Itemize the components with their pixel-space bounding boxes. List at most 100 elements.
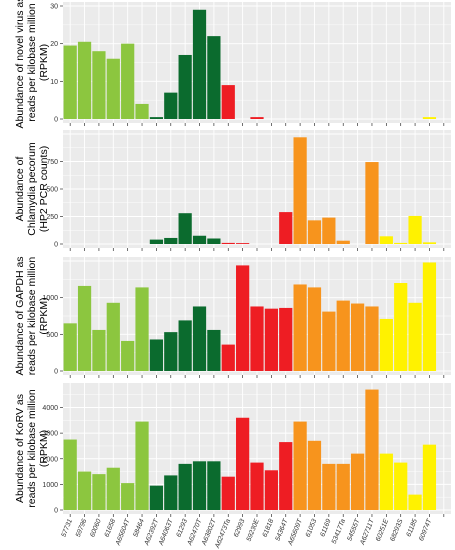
bar-54364T	[279, 212, 293, 244]
bar-60060	[92, 474, 106, 510]
bar-A64063T	[164, 237, 178, 244]
x-tick-label: 53417Ta	[331, 518, 347, 545]
x-tick-label: A62711T	[359, 517, 376, 546]
bar-61658	[106, 302, 120, 371]
bar-54364T	[279, 442, 293, 510]
bar-57731	[63, 45, 77, 119]
bar-A64063T	[164, 92, 178, 119]
y-axis-title: Abundance ofChlamydia pecorum(HP2 PCR co…	[14, 142, 50, 236]
y-tick-label: 500	[46, 332, 58, 339]
y-axis-title-line: (RPKM)	[38, 297, 50, 334]
y-tick-label: 0	[54, 117, 58, 124]
bar-59796	[77, 471, 92, 510]
bar-60251E	[379, 318, 393, 371]
bar-68293S	[394, 462, 408, 510]
bar-61293	[178, 463, 192, 510]
bar-58464	[135, 103, 149, 119]
bar-A62392T	[149, 485, 164, 510]
y-tick-label: 2000	[42, 456, 58, 463]
y-axis-title-line: reads per kilobase million	[26, 3, 38, 122]
bar-A65604T	[121, 340, 135, 371]
bar-A63802T	[207, 329, 221, 371]
y-axis-title: Abundance of KoRV asreads per kilobase m…	[14, 389, 50, 508]
bar-61053	[307, 287, 322, 371]
bar-61658	[106, 58, 120, 119]
bar-A62392T	[149, 239, 164, 244]
x-tick-label: 60974T	[418, 517, 433, 542]
bar-61169	[322, 463, 336, 510]
bar-61053	[307, 220, 322, 244]
bar-61293	[178, 320, 192, 371]
x-tick-label: 59230E	[246, 518, 261, 543]
y-axis-title-line: Abundance of	[14, 157, 26, 222]
bar-53417Ta	[336, 300, 350, 371]
y-axis-title-line: Abundance of GAPDH as	[14, 256, 26, 375]
x-tick-label: 61185	[406, 518, 419, 538]
bar-60251E	[379, 453, 393, 510]
y-tick-label: 0	[54, 508, 58, 515]
y-tick-label: 0	[54, 369, 58, 376]
bar-58464	[135, 287, 149, 371]
bar-61185	[408, 302, 422, 371]
x-tick-label: 60251E	[375, 518, 390, 543]
bar-54364T	[279, 307, 293, 371]
x-tick-label: 58464	[132, 518, 146, 538]
bar-54555T	[350, 453, 365, 510]
x-tick-label: 61818	[262, 518, 276, 538]
bar-59796	[77, 285, 92, 371]
y-axis-title-line: (HP2 PCR counts)	[38, 146, 50, 232]
bar-A62473Ta	[221, 344, 235, 371]
bar-A65604T	[121, 483, 135, 510]
bar-60974T	[422, 242, 437, 244]
y-axis-title-line: reads per kilobase million	[26, 389, 38, 508]
bar-A63802T	[207, 238, 221, 244]
y-axis-title-line: Abundance of KoRV as	[14, 394, 26, 503]
y-tick-label: 1000	[42, 482, 58, 489]
bar-A65609T	[293, 421, 307, 510]
bar-60974T	[422, 262, 437, 371]
bar-57731	[63, 439, 77, 510]
y-tick-label: 3000	[42, 431, 58, 438]
x-tick-label: 54555T	[346, 517, 361, 542]
bar-60974T	[422, 117, 437, 119]
x-tick-label: 57731	[60, 518, 74, 538]
x-tick-label: A65609T	[287, 517, 305, 547]
bar-59796	[77, 41, 92, 119]
bar-59230E	[250, 117, 264, 119]
y-axis-title: Abundance of GAPDH asreads per kilobase …	[14, 256, 50, 375]
bar-54555T	[350, 303, 365, 371]
y-tick-label: 0	[54, 242, 58, 249]
x-tick-label: 61169	[319, 518, 332, 538]
x-tick-label: 61293	[175, 518, 189, 538]
bar-A65609T	[293, 137, 307, 244]
y-axis-title-line: (RPKM)	[38, 44, 50, 81]
bar-62993	[236, 265, 250, 371]
bar-A62711T	[365, 306, 379, 371]
x-tick-label: A64063T	[157, 517, 175, 547]
bar-60251E	[379, 236, 393, 244]
bar-61185	[408, 494, 422, 510]
bar-61293	[178, 54, 192, 119]
y-tick-label: 10	[50, 79, 58, 86]
bar-A62473Ta	[221, 242, 235, 244]
bar-68293S	[394, 242, 408, 244]
bar-A62470T	[192, 306, 207, 371]
bar-61169	[322, 311, 336, 371]
x-tick-label: A65604T	[114, 517, 132, 547]
bar-61169	[322, 217, 336, 244]
bar-59230E	[250, 462, 264, 510]
y-tick-label: 500	[46, 187, 58, 194]
y-axis-title-line: Abundance of novel virus as	[14, 0, 26, 128]
y-tick-label: 30	[50, 4, 58, 11]
bar-A62473Ta	[221, 476, 235, 510]
x-tick-label: 61053	[305, 518, 319, 538]
bar-A64063T	[164, 475, 178, 510]
y-axis-title: Abundance of novel virus asreads per kil…	[14, 0, 50, 128]
bar-62993	[236, 417, 250, 510]
y-tick-label: 250	[46, 214, 58, 221]
y-axis-title-line: reads per kilobase million	[26, 257, 38, 376]
